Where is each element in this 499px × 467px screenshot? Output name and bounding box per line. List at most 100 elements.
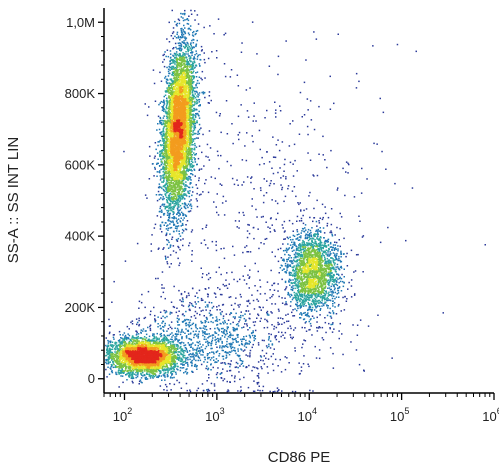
event-dot xyxy=(245,346,248,349)
event-dot xyxy=(259,148,261,151)
event-dot xyxy=(183,361,185,363)
event-dot xyxy=(318,239,320,241)
event-dot xyxy=(201,330,204,332)
event-dot xyxy=(145,378,148,380)
event-dot xyxy=(162,370,165,372)
event-dot xyxy=(189,319,192,321)
event-dot xyxy=(307,234,309,237)
event-dot xyxy=(188,154,191,156)
event-dot xyxy=(187,192,190,194)
event-dot xyxy=(168,346,170,348)
event-dot xyxy=(153,375,156,378)
event-dot xyxy=(203,315,205,317)
event-dot xyxy=(244,246,246,249)
event-dot xyxy=(132,336,135,339)
event-dot xyxy=(179,220,181,222)
event-dot xyxy=(185,60,188,63)
event-dot xyxy=(160,375,163,377)
event-dot xyxy=(313,248,315,250)
event-dot xyxy=(176,358,178,360)
event-dot xyxy=(117,369,120,372)
event-dot xyxy=(239,293,242,296)
event-dot xyxy=(344,296,346,298)
event-dot xyxy=(178,289,180,292)
event-dot xyxy=(177,347,179,349)
event-dot xyxy=(314,300,316,303)
event-dot xyxy=(373,142,375,145)
event-dot xyxy=(162,185,165,188)
event-dot xyxy=(168,324,171,326)
event-dot xyxy=(180,359,182,361)
event-dot xyxy=(323,289,326,292)
event-dot xyxy=(173,61,175,64)
event-dot xyxy=(205,316,208,319)
event-dot xyxy=(180,331,182,333)
event-dot xyxy=(300,366,303,368)
event-dot xyxy=(165,371,167,374)
event-dot xyxy=(128,328,130,330)
event-dot xyxy=(161,194,163,196)
event-dot xyxy=(297,202,299,204)
event-dot xyxy=(314,292,316,295)
event-dot xyxy=(111,341,114,343)
event-dot xyxy=(191,170,193,172)
event-dot xyxy=(318,220,320,222)
event-dot xyxy=(185,195,188,197)
event-dot xyxy=(317,252,320,255)
event-dot xyxy=(149,313,152,316)
event-dot xyxy=(327,267,329,270)
event-dot xyxy=(149,377,152,379)
event-dot xyxy=(247,251,250,253)
event-dot xyxy=(295,253,297,255)
event-dot xyxy=(192,342,194,344)
event-dot xyxy=(337,278,339,280)
event-dot xyxy=(309,244,312,247)
event-dot xyxy=(302,299,304,301)
event-dot xyxy=(112,336,115,339)
event-dot xyxy=(211,357,213,359)
event-dot xyxy=(319,236,322,238)
event-dot xyxy=(308,236,310,239)
event-dot xyxy=(326,305,328,307)
event-dot xyxy=(160,119,162,122)
event-dot xyxy=(208,335,210,338)
event-dot xyxy=(183,357,185,359)
event-dot xyxy=(167,328,170,330)
event-dot xyxy=(145,337,148,339)
event-dot xyxy=(289,161,292,164)
event-dot xyxy=(207,293,209,296)
event-dot xyxy=(328,284,330,287)
event-dot xyxy=(292,315,294,317)
event-dot xyxy=(296,234,299,236)
event-dot xyxy=(188,147,190,149)
event-dot xyxy=(281,390,283,392)
event-dot xyxy=(198,177,200,179)
event-dot xyxy=(331,323,334,326)
event-dot xyxy=(227,319,230,321)
event-dot xyxy=(216,193,218,195)
event-dot xyxy=(222,332,224,334)
event-dot xyxy=(237,390,239,392)
event-dot xyxy=(296,237,299,239)
event-dot xyxy=(150,375,153,377)
event-dot xyxy=(131,375,133,377)
event-dot xyxy=(168,266,171,268)
event-dot xyxy=(314,233,316,235)
event-dot xyxy=(304,235,307,237)
event-dot xyxy=(216,211,218,214)
event-dot xyxy=(366,178,368,180)
event-dot xyxy=(298,264,300,267)
event-dot xyxy=(288,278,291,281)
event-dot xyxy=(318,251,320,254)
event-dot xyxy=(213,33,215,35)
event-dot xyxy=(185,53,187,55)
event-dot xyxy=(221,349,223,352)
event-dot xyxy=(182,238,184,240)
event-dot xyxy=(301,290,304,292)
event-dot xyxy=(318,105,320,108)
event-dot xyxy=(175,56,177,59)
event-dot xyxy=(230,69,233,71)
event-dot xyxy=(252,226,255,229)
event-dot xyxy=(163,176,165,178)
event-dot xyxy=(278,272,280,274)
